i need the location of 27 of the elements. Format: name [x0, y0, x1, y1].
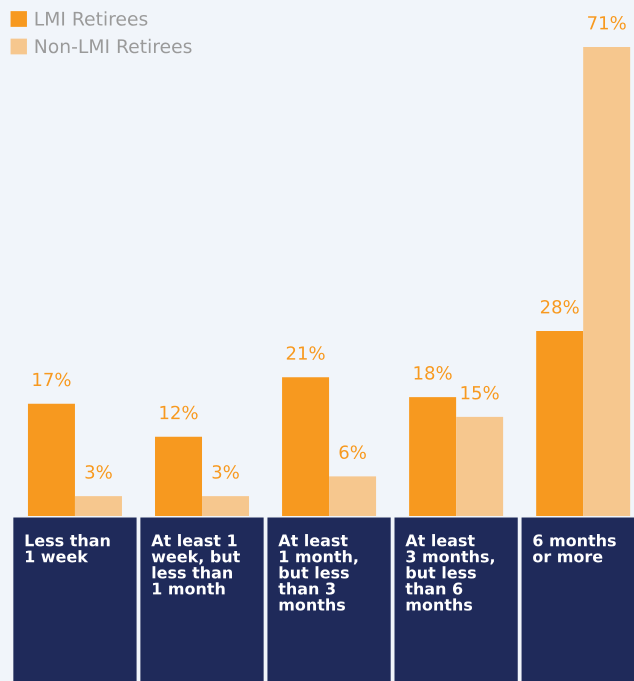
x-tick-label: At least 3 months, but less than 6 months — [405, 534, 494, 611]
data-label: 12% — [160, 406, 198, 420]
bar — [155, 436, 202, 516]
bar — [583, 47, 630, 516]
legend-label: LMI Retirees — [36, 11, 148, 26]
data-label: 17% — [33, 372, 71, 386]
data-label: 6% — [340, 445, 366, 459]
data-label: 18% — [414, 366, 452, 380]
data-label: 15% — [462, 386, 499, 400]
x-tick-label: 6 months or more — [533, 534, 616, 562]
bar — [329, 476, 376, 516]
data-label: 71% — [588, 16, 626, 30]
legend-label: Non-LMI Retirees — [36, 38, 192, 54]
bar — [456, 416, 504, 516]
bar — [74, 496, 122, 516]
bar — [409, 397, 456, 516]
x-tick-label: Less than 1 week — [26, 534, 110, 562]
bar — [28, 404, 75, 516]
data-label: 28% — [540, 300, 579, 314]
bar — [282, 377, 330, 516]
bar — [202, 496, 250, 516]
data-label: 3% — [212, 465, 239, 479]
data-label: 21% — [286, 346, 325, 360]
bar — [536, 331, 584, 516]
x-tick-label: At least 1 month, but less than 3 months — [278, 534, 358, 611]
data-label: 3% — [86, 465, 112, 479]
x-tick-label: At least 1 week, but less than 1 month — [151, 534, 240, 595]
